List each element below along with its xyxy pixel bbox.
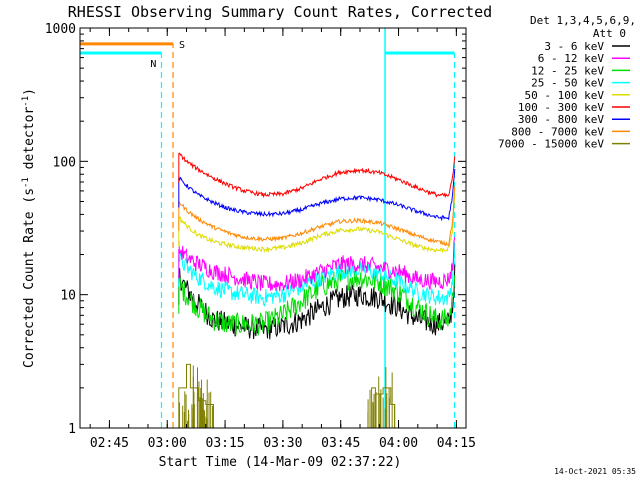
legend-label: 7000 - 15000 keV (498, 138, 604, 151)
series-line-4 (178, 193, 456, 254)
x-tick-label: 04:15 (437, 436, 476, 451)
x-axis: 02:45 03:00 03:15 03:30 03:45 04:00 04:15 (89, 28, 476, 451)
generation-timestamp: 14-Oct-2021 05:35 (554, 467, 636, 476)
x-tick-label: 03:45 (321, 436, 360, 451)
legend-label: 25 - 50 keV (531, 77, 604, 90)
chart-title: RHESSI Observing Summary Count Rates, Co… (68, 3, 492, 21)
y-axis-label-sup-1: -1 (21, 177, 31, 188)
series-layer (178, 152, 456, 429)
x-tick-label: 02:45 (90, 436, 129, 451)
x-tick-label: 04:00 (379, 436, 418, 451)
x-tick-label: 03:00 (148, 436, 187, 451)
y-tick-label: 10 (60, 289, 76, 304)
y-tick-label: 1 (68, 422, 76, 437)
plot-frame (79, 27, 467, 429)
x-axis-label: Start Time (14-Mar-09 02:37:22) (159, 455, 402, 470)
series-line-5 (178, 152, 456, 199)
series-line-6 (178, 168, 456, 222)
series-line-3 (178, 243, 456, 307)
x-tick-label: 03:30 (263, 436, 302, 451)
y-tick-label: 100 (53, 155, 76, 170)
y-axis-label: Corrected Count Rate (s-1 detector-1) (21, 88, 37, 368)
legend-label: 800 - 7000 keV (511, 125, 604, 138)
flag-label-night: N (150, 59, 156, 70)
y-axis-label-end: ) (22, 88, 37, 96)
legend-header-attenuator: Att 0 (593, 27, 626, 40)
y-axis-label-mid: detector (22, 107, 37, 178)
plot-area: NS 02:45 03:00 03:15 03:30 03:45 04:00 04:15 1… (45, 22, 476, 451)
legend-header-detectors: Det 1,3,4,5,6,9, (530, 14, 636, 27)
flags-layer: NS (80, 28, 456, 428)
legend-label: 50 - 100 keV (525, 89, 605, 102)
legend-label: 100 - 300 keV (518, 101, 604, 114)
series-line-7 (178, 186, 456, 247)
flag-label-SAA: S (179, 40, 185, 51)
y-tick-label: 1000 (45, 22, 76, 37)
legend-label: 300 - 800 keV (518, 113, 604, 126)
x-tick-label: 03:15 (206, 436, 245, 451)
series-line-1 (178, 237, 456, 292)
y-axis-label-main: Corrected Count Rate (s (22, 188, 37, 368)
y-axis-label-sup-2: -1 (21, 96, 31, 107)
legend-label: 3 - 6 keV (544, 40, 604, 53)
legend-label: 12 - 25 keV (531, 64, 604, 77)
legend-label: 6 - 12 keV (538, 52, 605, 65)
y-axis: 1 10 100 1000 (45, 22, 466, 437)
